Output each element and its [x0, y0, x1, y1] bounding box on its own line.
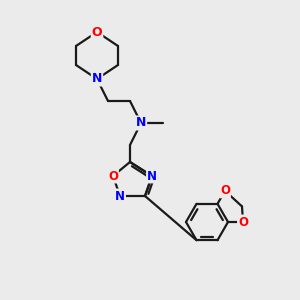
Text: O: O — [108, 169, 118, 182]
Text: O: O — [220, 184, 230, 197]
Text: N: N — [147, 169, 157, 182]
Text: O: O — [238, 215, 248, 229]
Text: N: N — [136, 116, 146, 130]
Text: N: N — [115, 190, 125, 202]
Text: O: O — [92, 26, 102, 38]
Text: N: N — [92, 73, 102, 85]
